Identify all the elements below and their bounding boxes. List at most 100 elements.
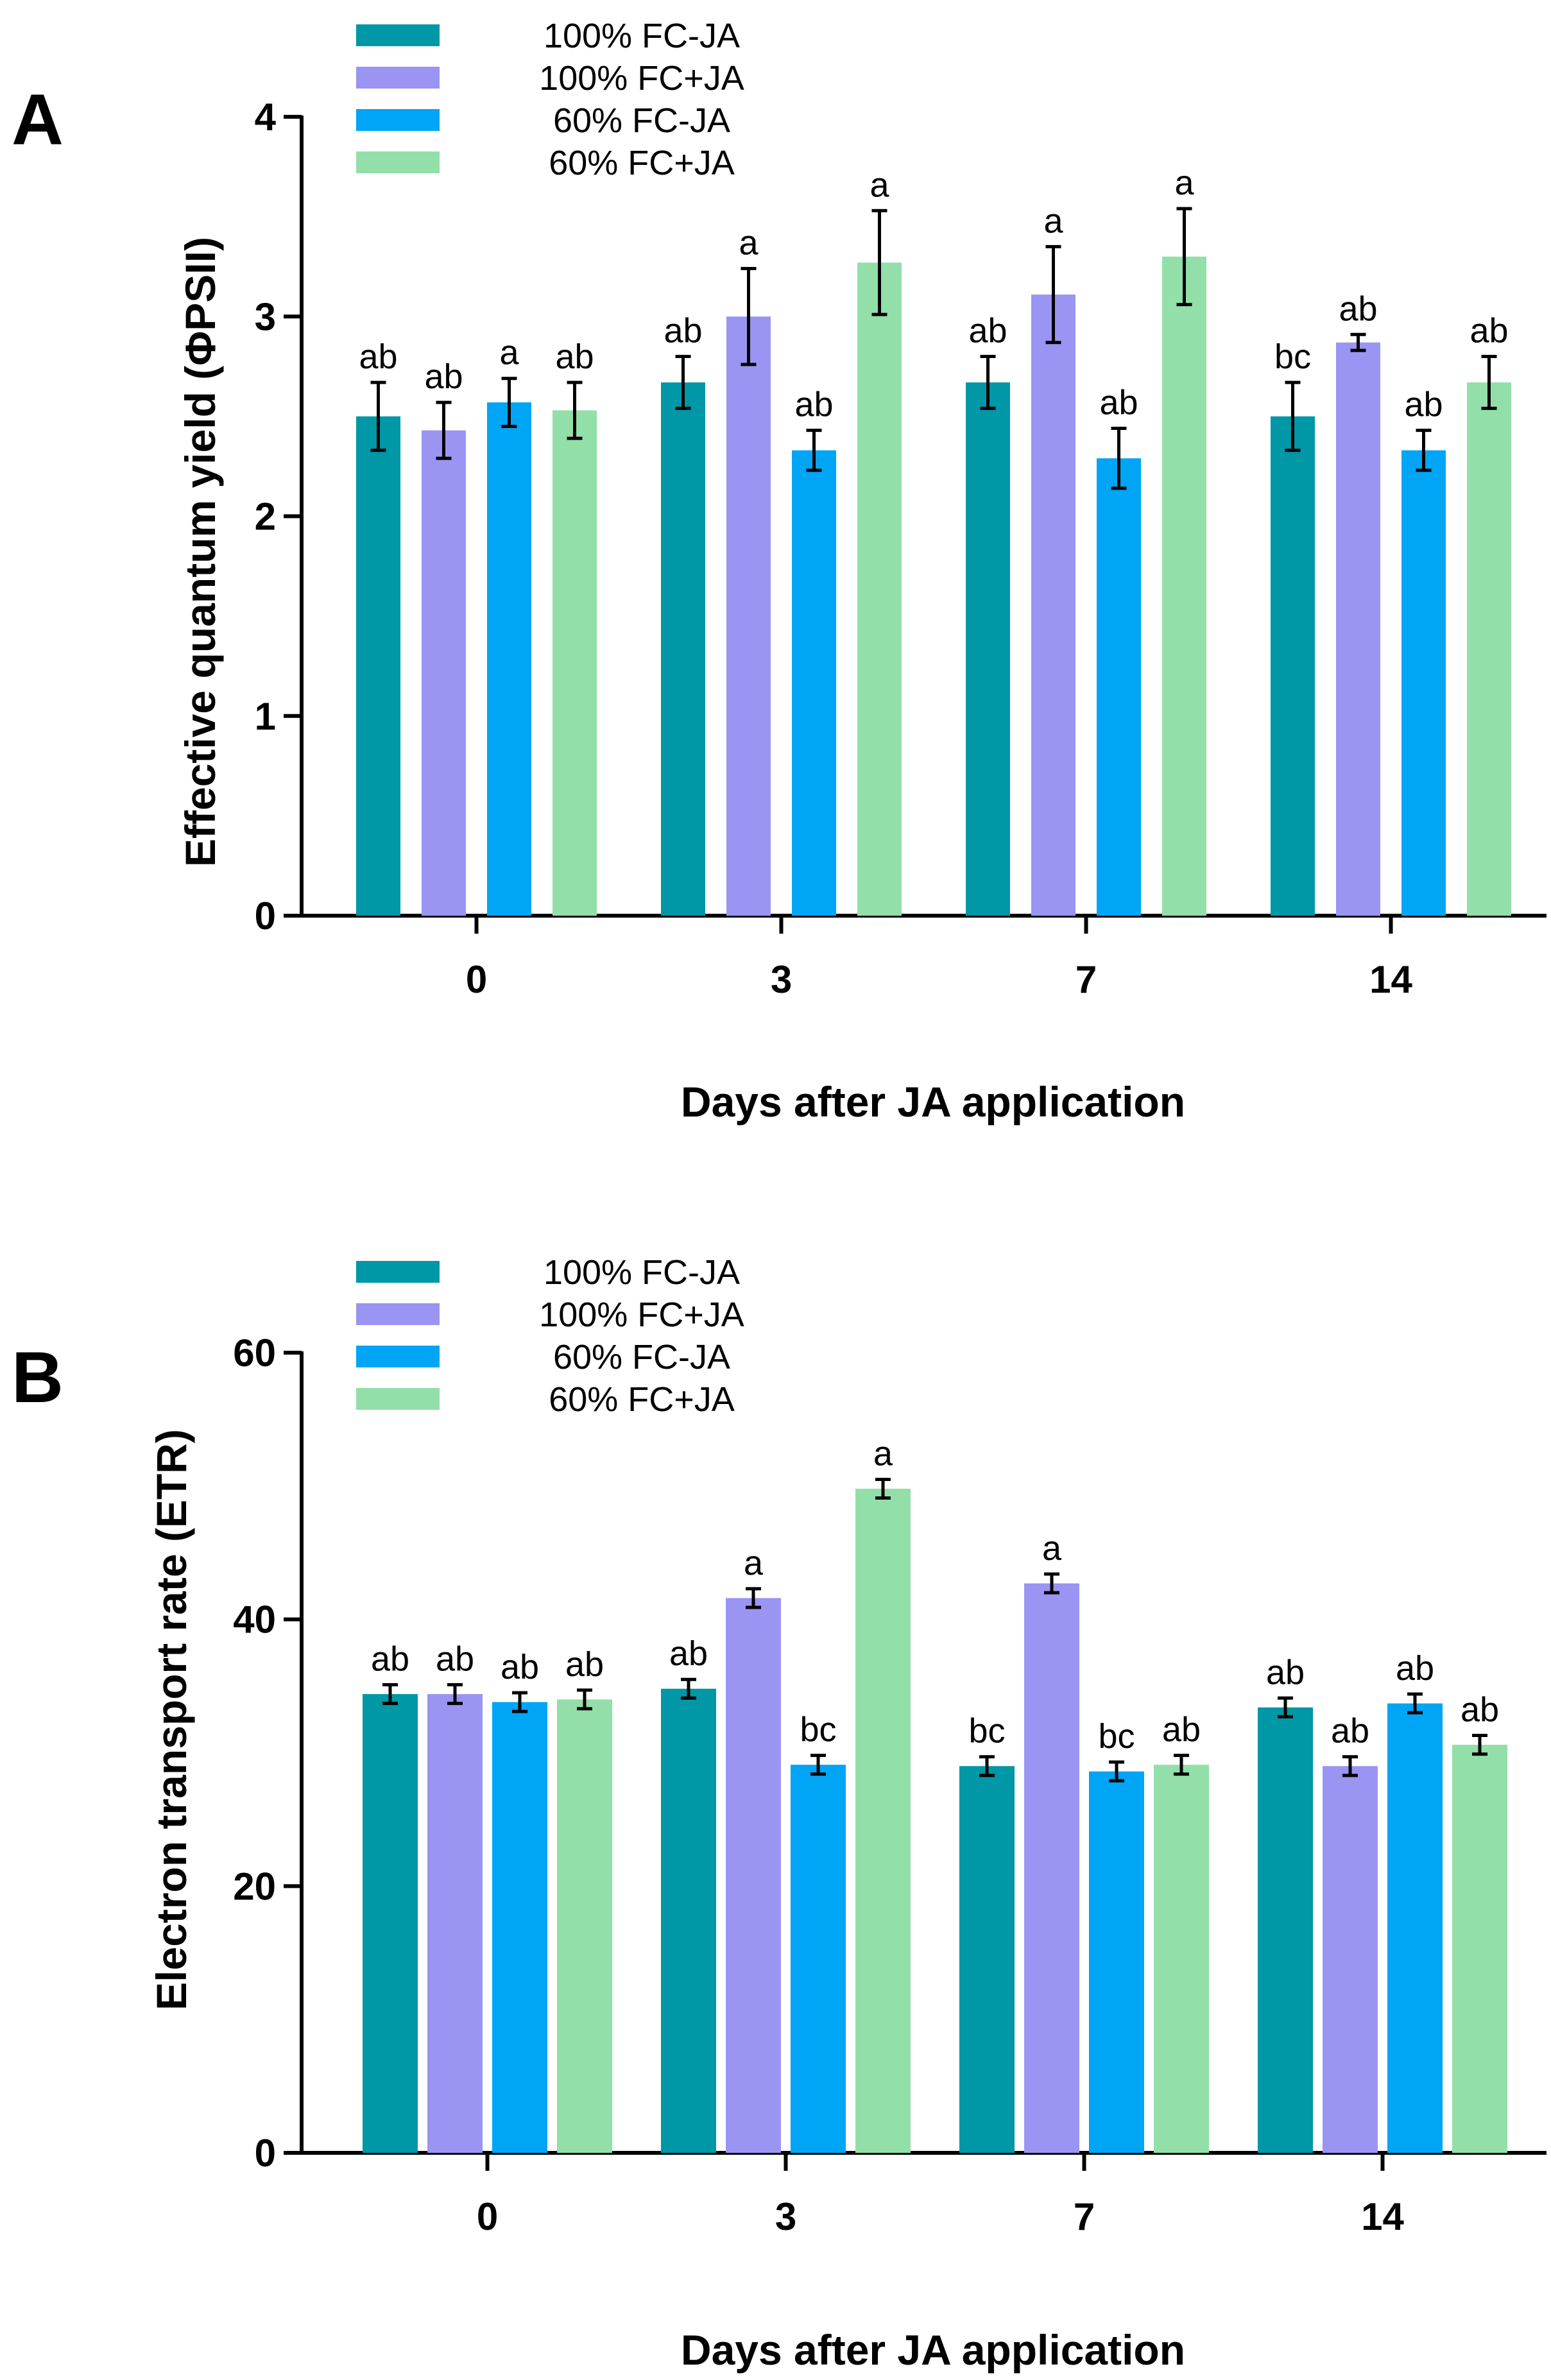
bar-b-1-2 bbox=[791, 1765, 846, 2153]
y-axis-a: 0 1 2 3 4 bbox=[255, 96, 304, 937]
error-bar-b-3-0 bbox=[1278, 1696, 1293, 1718]
error-bar-a-3-0 bbox=[1285, 381, 1301, 452]
x-tick-label-b-1: 3 bbox=[775, 2195, 796, 2238]
error-bar-b-1-0 bbox=[681, 1677, 696, 1700]
bar-a-1-1 bbox=[726, 316, 771, 916]
error-bar-b-2-0 bbox=[979, 1755, 995, 1777]
sig-letter-b-0-3: ab bbox=[565, 1645, 604, 1684]
error-bar-b-1-2 bbox=[810, 1754, 826, 1776]
legend-label-a-2: 60% FC-JA bbox=[553, 101, 730, 140]
sig-letter-a-3-3: ab bbox=[1470, 312, 1508, 350]
legend-swatch-a-0 bbox=[356, 24, 440, 46]
legend-b: 100% FC-JA 100% FC+JA 60% FC-JA 60% FC+JA bbox=[356, 1253, 744, 1419]
error-bar-a-1-0 bbox=[675, 355, 691, 410]
bar-b-0-1 bbox=[427, 1694, 483, 2153]
error-bar-b-2-2 bbox=[1109, 1760, 1124, 1783]
legend-label-a-3: 60% FC+JA bbox=[549, 144, 735, 182]
bar-b-3-3 bbox=[1452, 1745, 1507, 2153]
sig-letter-b-3-0: ab bbox=[1266, 1653, 1305, 1691]
bar-b-2-3 bbox=[1154, 1765, 1209, 2153]
error-bar-a-2-3 bbox=[1176, 207, 1192, 307]
sig-letter-a-2-3: a bbox=[1174, 164, 1194, 202]
sig-letter-a-3-2: ab bbox=[1404, 386, 1443, 424]
error-bar-b-0-0 bbox=[382, 1683, 398, 1706]
error-bar-b-1-3 bbox=[875, 1477, 891, 1500]
sig-letter-a-0-2: a bbox=[499, 334, 519, 372]
error-bar-a-3-2 bbox=[1416, 429, 1432, 472]
bar-a-2-0 bbox=[966, 382, 1010, 916]
error-bar-b-2-3 bbox=[1174, 1754, 1189, 1776]
y-tick-label-b-1: 20 bbox=[233, 1865, 276, 1908]
x-tick-label-b-2: 7 bbox=[1074, 2195, 1095, 2238]
panel-label-a: A bbox=[12, 80, 64, 160]
sig-letter-b-1-1: a bbox=[744, 1544, 764, 1582]
error-bar-a-2-2 bbox=[1111, 427, 1127, 490]
y-tick-label-a-0: 0 bbox=[255, 895, 276, 937]
legend-label-b-1: 100% FC+JA bbox=[539, 1296, 744, 1334]
bar-b-0-0 bbox=[363, 1694, 418, 2153]
sig-letter-a-2-1: a bbox=[1043, 201, 1063, 240]
error-bar-b-0-2 bbox=[512, 1691, 527, 1713]
y-tick-label-b-0: 0 bbox=[255, 2132, 276, 2175]
legend-swatch-b-0 bbox=[356, 1261, 440, 1283]
error-bar-a-0-1 bbox=[436, 400, 452, 460]
y-tick-label-a-3: 3 bbox=[255, 295, 276, 338]
sig-letter-a-0-0: ab bbox=[359, 338, 397, 376]
error-bar-a-3-1 bbox=[1350, 332, 1366, 352]
x-axis-title-b: Days after JA application bbox=[681, 2326, 1185, 2374]
error-bar-b-3-2 bbox=[1407, 1692, 1423, 1715]
error-bar-b-2-1 bbox=[1044, 1572, 1059, 1595]
bar-a-1-3 bbox=[857, 262, 902, 916]
sig-letter-b-2-3: ab bbox=[1162, 1711, 1201, 1749]
legend-swatch-a-2 bbox=[356, 109, 440, 131]
bar-a-1-2 bbox=[792, 450, 836, 916]
legend-label-a-1: 100% FC+JA bbox=[539, 59, 744, 98]
legend-label-b-0: 100% FC-JA bbox=[544, 1253, 740, 1292]
bar-b-1-0 bbox=[661, 1688, 716, 2153]
bar-b-3-2 bbox=[1387, 1703, 1443, 2153]
bar-a-0-3 bbox=[553, 410, 597, 916]
error-bar-b-0-1 bbox=[447, 1683, 463, 1706]
x-tick-label-a-2: 7 bbox=[1075, 958, 1097, 1001]
bar-b-2-1 bbox=[1024, 1583, 1079, 2153]
sig-letter-a-1-1: a bbox=[739, 224, 758, 262]
sig-letter-a-2-0: ab bbox=[968, 312, 1007, 350]
bar-a-2-1 bbox=[1031, 295, 1075, 916]
panel-a: A Effective quantum yield (ΦPSII) Days a… bbox=[12, 17, 1547, 1126]
x-tick-label-a-1: 3 bbox=[771, 958, 792, 1001]
bar-a-1-0 bbox=[661, 382, 705, 916]
sig-letter-a-2-2: ab bbox=[1099, 384, 1138, 422]
legend-swatch-a-3 bbox=[356, 151, 440, 173]
error-bar-b-1-1 bbox=[746, 1587, 761, 1609]
sig-letter-a-1-0: ab bbox=[664, 312, 702, 350]
y-axis-title-a: Effective quantum yield (ΦPSII) bbox=[176, 237, 224, 867]
bar-b-0-2 bbox=[492, 1702, 547, 2153]
x-tick-label-a-0: 0 bbox=[466, 958, 487, 1001]
error-bar-a-2-1 bbox=[1045, 244, 1061, 345]
bar-b-3-0 bbox=[1258, 1707, 1313, 2153]
legend-swatch-b-3 bbox=[356, 1388, 440, 1410]
x-axis-title-a: Days after JA application bbox=[681, 1078, 1185, 1126]
bar-b-1-3 bbox=[855, 1488, 911, 2153]
y-tick-label-b-2: 40 bbox=[233, 1598, 276, 1641]
panel-label-b: B bbox=[12, 1337, 64, 1417]
bar-a-2-3 bbox=[1162, 256, 1206, 916]
y-tick-label-a-2: 2 bbox=[255, 495, 276, 538]
sig-letter-b-3-2: ab bbox=[1396, 1649, 1434, 1688]
x-tick-label-a-3: 14 bbox=[1369, 958, 1412, 1001]
sig-letter-a-0-3: ab bbox=[555, 338, 594, 376]
legend-swatch-b-1 bbox=[356, 1303, 440, 1325]
sig-letter-a-1-3: a bbox=[870, 166, 889, 204]
x-axis-b: 0 3 7 14 bbox=[300, 2151, 1547, 2238]
x-tick-label-b-3: 14 bbox=[1361, 2195, 1404, 2238]
error-bar-a-3-3 bbox=[1481, 355, 1497, 410]
bar-b-0-3 bbox=[557, 1699, 612, 2153]
sig-letter-b-2-2: bc bbox=[1098, 1717, 1135, 1756]
bar-b-2-0 bbox=[959, 1766, 1015, 2153]
sig-letter-b-3-3: ab bbox=[1461, 1690, 1499, 1729]
legend-label-a-0: 100% FC-JA bbox=[544, 17, 740, 55]
error-bar-a-1-1 bbox=[741, 267, 757, 366]
